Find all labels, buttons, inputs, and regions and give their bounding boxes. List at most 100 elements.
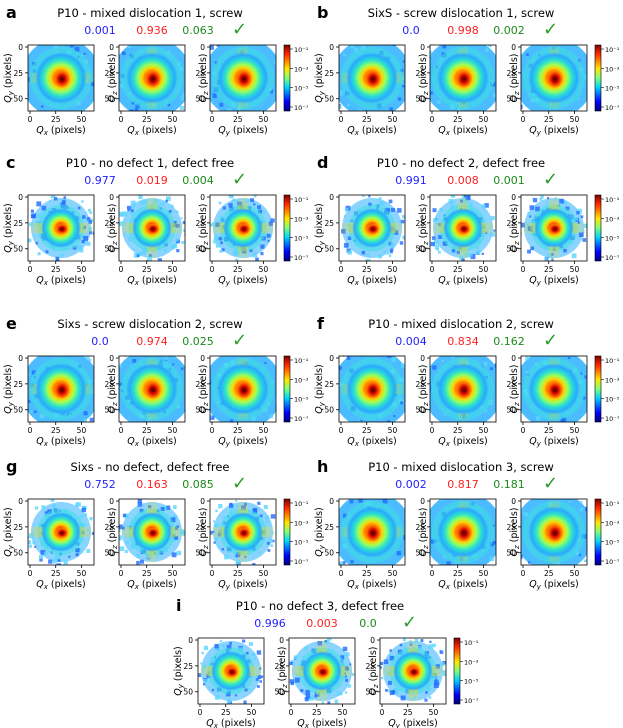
x-tick-label: 25: [544, 569, 554, 578]
x-axis-label: Qx (pixels): [36, 275, 86, 287]
score-edge: 0.004: [182, 174, 214, 187]
y-axis-label: Qy (pixels): [3, 53, 15, 103]
z-axis-label: Qz (pixels): [198, 203, 210, 252]
y-tick-label: 50: [104, 549, 114, 558]
z-axis-label: Qz (pixels): [509, 364, 521, 413]
y-tick-label: 25: [195, 69, 205, 78]
z-axis-label: Qz (pixels): [107, 364, 119, 413]
z-axis-label: Qz (pixels): [368, 646, 380, 695]
y-tick-label: 25: [365, 662, 375, 671]
y-tick-label: 0: [329, 354, 334, 363]
colorbar-tick-label: 10⁻¹: [294, 196, 309, 204]
y-tick-label: 0: [329, 497, 334, 506]
x-tick-label: 25: [453, 265, 463, 274]
y-axis-label: Qy (pixels): [314, 203, 326, 253]
x-axis-label: Qy (pixels): [529, 125, 579, 137]
x-tick-label: 50: [168, 265, 178, 274]
z-axis-label: Qz (pixels): [418, 53, 430, 102]
colorbar: 10⁻¹ 10⁻³ 10⁻⁵ 10⁻⁷: [594, 44, 620, 112]
y-tick-label: 25: [415, 219, 425, 228]
score-defect-free: 0.0: [402, 24, 420, 37]
colorbar-tick-label: 10⁻⁵: [294, 396, 309, 404]
x-tick-label: 25: [362, 569, 372, 578]
panel-f: f P10 - mixed dislocation 2, screw 0.004 0.…: [314, 314, 620, 448]
score-edge: 0.162: [493, 335, 525, 348]
x-tick-label: 25: [544, 426, 554, 435]
x-tick-label: 0: [521, 115, 526, 124]
score-defect-free: 0.752: [84, 478, 116, 491]
panel-title: P10 - mixed dislocation 1, screw: [57, 6, 243, 20]
x-tick-label: 50: [259, 426, 269, 435]
y-tick-label: 25: [104, 523, 114, 532]
score-screw: 0.817: [447, 478, 479, 491]
y-tick-label: 0: [420, 497, 425, 506]
z-axis-label: Qz (pixels): [107, 53, 119, 102]
panel-letter: e: [6, 314, 17, 333]
x-axis-label: Qx (pixels): [438, 275, 488, 287]
panel-title: P10 - mixed dislocation 3, screw: [368, 460, 554, 474]
y-tick-label: 50: [195, 245, 205, 254]
z-axis-label: Qz (pixels): [198, 53, 210, 102]
score-defect-free: 0.002: [395, 478, 427, 491]
panel-letter: a: [6, 3, 17, 22]
score-edge: 0.085: [182, 478, 214, 491]
colorbar-tick-label: 10⁻⁷: [605, 254, 620, 262]
y-tick-label: 50: [506, 95, 516, 104]
x-tick-label: 0: [430, 265, 435, 274]
x-tick-label: 0: [380, 708, 385, 717]
x-tick-label: 0: [430, 569, 435, 578]
y-tick-label: 50: [324, 245, 334, 254]
score-screw: 0.163: [136, 478, 168, 491]
x-tick-label: 0: [210, 569, 215, 578]
colorbar-tick-label: 10⁻³: [464, 658, 479, 666]
y-tick-label: 25: [506, 219, 516, 228]
colorbar-tick-label: 10⁻¹: [464, 639, 479, 647]
x-tick-label: 50: [259, 115, 269, 124]
x-axis-label: Qx (pixels): [127, 125, 177, 137]
y-tick-label: 25: [13, 523, 23, 532]
x-axis-label: Qx (pixels): [438, 579, 488, 591]
y-tick-label: 0: [279, 636, 284, 645]
x-tick-label: 0: [289, 708, 294, 717]
x-axis-label: Qy (pixels): [218, 579, 268, 591]
x-tick-label: 25: [403, 708, 413, 717]
score-defect-free: 0.004: [395, 335, 427, 348]
z-axis-label: Qz (pixels): [418, 507, 430, 556]
y-tick-label: 0: [109, 354, 114, 363]
panel-title: Sixs - screw dislocation 2, screw: [57, 317, 242, 331]
panel-title: SixS - screw dislocation 1, screw: [368, 6, 555, 20]
y-axis-label: Qy (pixels): [314, 507, 326, 557]
x-tick-label: 50: [77, 426, 87, 435]
x-tick-label: 50: [388, 115, 398, 124]
check-icon: ✓: [402, 612, 417, 633]
y-tick-label: 0: [420, 43, 425, 52]
x-tick-label: 50: [388, 426, 398, 435]
y-tick-label: 50: [506, 245, 516, 254]
y-tick-label: 0: [420, 354, 425, 363]
panel-letter: h: [317, 457, 328, 476]
x-tick-label: 25: [453, 426, 463, 435]
z-axis-label: Qz (pixels): [107, 203, 119, 252]
score-screw: 0.974: [136, 335, 168, 348]
x-tick-label: 50: [570, 265, 580, 274]
x-axis-label: Qx (pixels): [438, 125, 488, 137]
x-tick-label: 0: [28, 115, 33, 124]
y-tick-label: 25: [324, 219, 334, 228]
colorbar: 10⁻¹ 10⁻³ 10⁻⁵ 10⁻⁷: [594, 194, 620, 262]
check-icon: ✓: [543, 330, 558, 351]
colorbar-tick-label: 10⁻⁵: [294, 235, 309, 243]
y-tick-label: 0: [329, 43, 334, 52]
score-defect-free: 0.001: [84, 24, 116, 37]
y-tick-label: 50: [365, 688, 375, 697]
y-tick-label: 50: [13, 245, 23, 254]
y-tick-label: 0: [109, 497, 114, 506]
y-axis-label: Qy (pixels): [3, 203, 15, 253]
x-tick-label: 50: [77, 115, 87, 124]
x-tick-label: 0: [521, 265, 526, 274]
